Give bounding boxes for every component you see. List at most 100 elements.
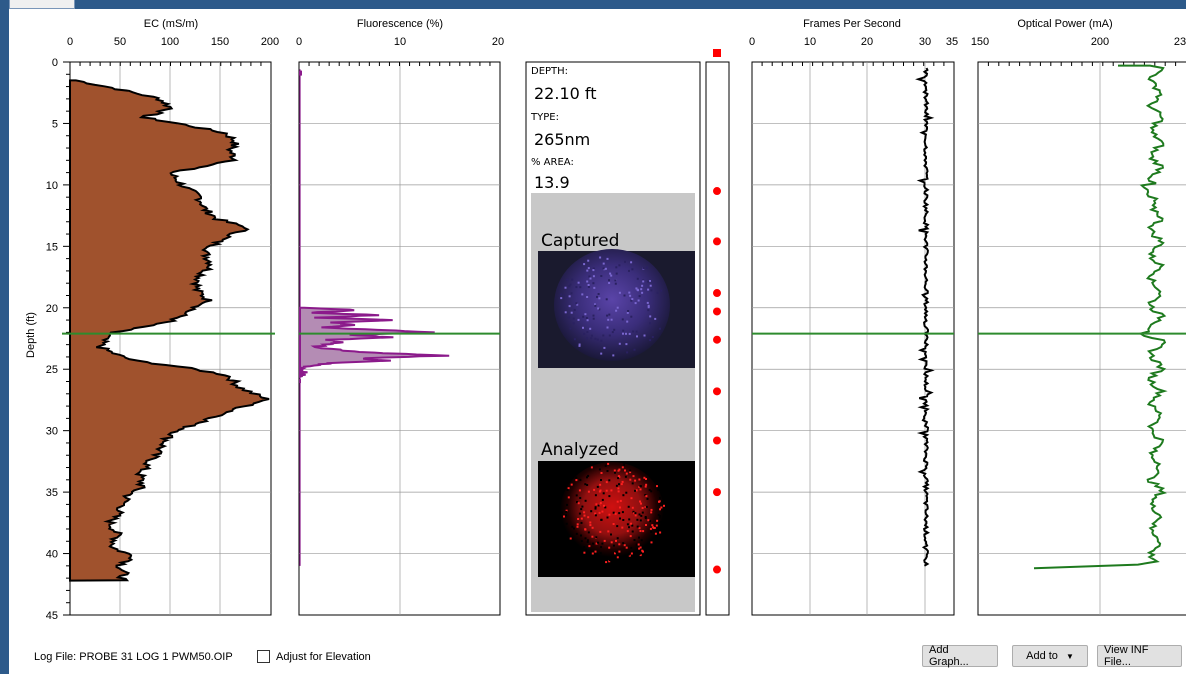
captured-speckle [572, 322, 575, 325]
speckle [578, 512, 581, 515]
captured-speckle [649, 339, 652, 342]
speckle [565, 509, 568, 512]
marker-square-icon[interactable] [713, 49, 721, 57]
top-tab[interactable] [9, 0, 75, 9]
captured-speckle [643, 336, 646, 339]
speckle [658, 520, 661, 523]
window-left-frame [0, 0, 9, 674]
speckle [586, 539, 589, 542]
speckle [631, 482, 634, 485]
captured-speckle [635, 330, 638, 333]
captured-speckle [602, 262, 605, 265]
speckle [575, 479, 578, 482]
speckle [658, 500, 660, 503]
depth-tick-label: 20 [46, 303, 58, 315]
ec-panel[interactable]: EC (mS/m) 0 50 100 150 200 [67, 18, 279, 616]
speckle [565, 522, 568, 525]
speckle [590, 510, 593, 513]
speckle [583, 511, 586, 514]
captured-speckle [640, 288, 643, 291]
captured-speckle [608, 334, 611, 337]
top-tick-label: 20 [861, 36, 873, 48]
captured-speckle [596, 338, 599, 341]
speckle [640, 539, 643, 542]
speckle [617, 487, 620, 490]
captured-speckle [602, 267, 605, 270]
captured-speckle [618, 264, 621, 267]
adjust-elevation-label: Adjust for Elevation [276, 651, 371, 663]
captured-speckle [632, 330, 635, 333]
captured-speckle [592, 317, 595, 320]
add-to-button[interactable]: Add to ▼ [1012, 645, 1088, 667]
captured-speckle [606, 257, 609, 260]
captured-speckle [627, 310, 630, 312]
speckle [610, 489, 613, 492]
speckle [603, 504, 605, 507]
view-inf-button[interactable]: View INF File... [1097, 644, 1182, 668]
image-marker-dot[interactable] [713, 237, 721, 246]
optical-panel-title: Optical Power (mA) [1017, 18, 1112, 30]
speckle [595, 536, 598, 539]
speckle [621, 526, 624, 529]
speckle [590, 466, 593, 469]
top-tick-label: 20 [492, 36, 504, 48]
image-marker-dot[interactable] [713, 387, 721, 396]
captured-speckle [621, 318, 624, 321]
speckle [581, 505, 584, 508]
captured-speckle [630, 299, 633, 302]
image-marker-dot[interactable] [713, 565, 721, 574]
speckle [598, 468, 601, 471]
speckle [594, 512, 597, 515]
speckle [659, 508, 661, 511]
image-marker-dot[interactable] [713, 307, 721, 316]
captured-speckle [609, 272, 612, 275]
fps-panel[interactable]: Frames Per Second 0 10 20 30 35 [749, 18, 958, 616]
speckle [634, 479, 637, 482]
speckle [640, 514, 643, 517]
depth-value: 22.10 ft [534, 84, 597, 103]
top-tick-label: 10 [804, 36, 816, 48]
optical-power-panel[interactable]: Optical Power (mA) 150 200 23 [971, 18, 1186, 616]
captured-speckle [608, 282, 611, 284]
adjust-elevation-checkbox[interactable] [257, 650, 270, 663]
image-marker-dot[interactable] [713, 289, 721, 298]
speckle [642, 530, 645, 533]
dropdown-arrow-icon: ▼ [1065, 651, 1074, 661]
captured-speckle [568, 305, 571, 308]
speckle [584, 537, 587, 540]
captured-speckle [594, 303, 596, 306]
speckle [598, 490, 601, 493]
speckle [583, 551, 586, 554]
speckle [594, 506, 597, 509]
speckle [576, 523, 579, 526]
image-marker-dot[interactable] [713, 187, 721, 196]
captured-speckle [566, 278, 569, 281]
captured-speckle [586, 280, 589, 283]
speckle [638, 478, 641, 481]
speckle [621, 466, 624, 469]
captured-speckle [642, 280, 645, 283]
speckle [601, 510, 604, 513]
add-graph-button[interactable]: Add Graph... [922, 644, 998, 668]
captured-speckle [618, 342, 621, 345]
speckle [638, 527, 641, 530]
speckle [624, 475, 627, 478]
captured-speckle [647, 280, 650, 283]
speckle [615, 484, 618, 487]
speckle [598, 511, 601, 514]
image-marker-dot[interactable] [713, 335, 721, 344]
log-file-label: Log File: PROBE 31 LOG 1 PWM50.OIP [34, 651, 233, 663]
image-marker-dot[interactable] [713, 488, 721, 497]
speckle [567, 487, 570, 490]
image-markers[interactable] [713, 187, 721, 574]
image-marker-dot[interactable] [713, 436, 721, 445]
speckle [587, 516, 590, 519]
speckle [655, 535, 658, 538]
captured-speckle [626, 311, 629, 314]
speckle [618, 483, 620, 486]
fluorescence-panel[interactable]: Fluorescence (%) 0 10 20 [296, 18, 504, 616]
speckle [608, 560, 611, 563]
speckle [617, 490, 620, 493]
speckle [644, 516, 647, 518]
speckle [639, 519, 642, 522]
